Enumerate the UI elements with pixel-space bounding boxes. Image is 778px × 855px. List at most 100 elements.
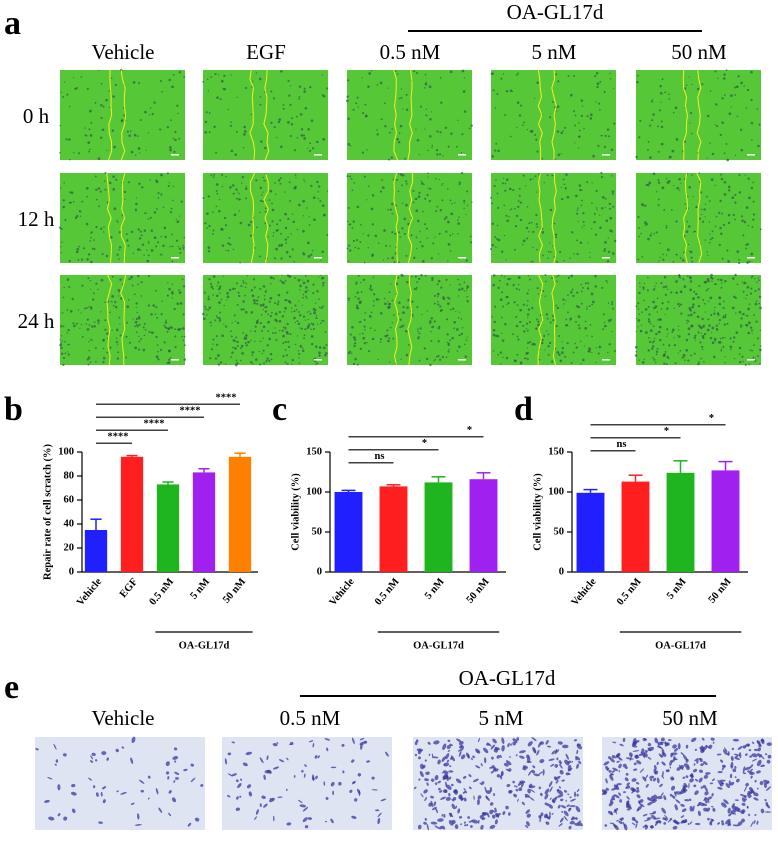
cell-dot bbox=[427, 237, 428, 238]
cell-dot bbox=[176, 240, 178, 242]
cell-dot bbox=[466, 290, 467, 291]
cell-dot bbox=[390, 209, 392, 211]
cell-dot bbox=[461, 152, 462, 153]
cell-dot bbox=[182, 327, 185, 330]
cell-dot bbox=[604, 241, 607, 244]
cell-dot bbox=[128, 134, 131, 137]
cell-dot bbox=[537, 287, 539, 289]
cell-dot bbox=[323, 95, 326, 98]
cell-dot bbox=[237, 192, 238, 193]
cell-dot bbox=[80, 216, 81, 217]
cell-dot bbox=[106, 255, 108, 257]
cell-dot bbox=[716, 125, 718, 127]
cell-dot bbox=[103, 339, 105, 341]
cell-dot bbox=[666, 225, 668, 227]
cell-dot bbox=[391, 256, 394, 259]
cell-dot bbox=[440, 77, 442, 79]
cell-dot bbox=[391, 203, 393, 205]
cell-dot bbox=[555, 73, 557, 75]
cell-dot bbox=[376, 298, 379, 301]
cell-dot bbox=[562, 341, 563, 342]
cell-dot bbox=[396, 283, 398, 285]
micrograph bbox=[491, 70, 616, 160]
cell-dot bbox=[149, 179, 151, 181]
cell-dot bbox=[709, 221, 710, 222]
cell-dot bbox=[279, 219, 281, 221]
cell-dot bbox=[462, 70, 465, 73]
cell-dot bbox=[384, 303, 387, 306]
cell-dot bbox=[637, 259, 639, 261]
cell-dot bbox=[278, 118, 281, 121]
cell-dot bbox=[81, 258, 83, 260]
cell-dot bbox=[534, 343, 536, 345]
cell-dot bbox=[143, 326, 145, 328]
cell-dot bbox=[141, 295, 143, 297]
cell-dot bbox=[492, 73, 494, 75]
cell-dot bbox=[687, 314, 689, 316]
cell-dot bbox=[278, 294, 281, 297]
cell-dot bbox=[402, 311, 405, 314]
cell-dot bbox=[234, 314, 236, 316]
cell-dot bbox=[356, 291, 358, 293]
cell-dot bbox=[364, 329, 366, 331]
cell-dot bbox=[495, 107, 497, 109]
cell-dot bbox=[679, 190, 680, 191]
cell-dot bbox=[315, 346, 318, 349]
cell-dot bbox=[707, 278, 710, 281]
cell-dot bbox=[536, 151, 538, 153]
cell-dot bbox=[229, 289, 231, 291]
cell-dot bbox=[204, 222, 206, 224]
cell-dot bbox=[523, 304, 525, 306]
cell-dot bbox=[309, 142, 311, 144]
cell-dot bbox=[269, 297, 272, 300]
cell-dot bbox=[354, 358, 357, 361]
cell-dot bbox=[717, 78, 718, 79]
cell-dot bbox=[64, 219, 66, 221]
cell-dot bbox=[95, 361, 97, 363]
cell-dot bbox=[689, 250, 691, 252]
cell-dot bbox=[588, 350, 591, 353]
cell-dot bbox=[656, 353, 658, 355]
cell-dot bbox=[728, 222, 730, 224]
cell-dot bbox=[576, 213, 578, 215]
cell-dot bbox=[709, 142, 711, 144]
cell-dot bbox=[720, 233, 723, 236]
cell-dot bbox=[378, 242, 380, 244]
cell-dot bbox=[63, 357, 65, 359]
cell-dot bbox=[356, 305, 358, 307]
cell-dot bbox=[352, 109, 354, 111]
cell-dot bbox=[173, 151, 175, 153]
cell-dot bbox=[494, 236, 496, 238]
cell-dot bbox=[561, 351, 564, 354]
cell-dot bbox=[206, 227, 208, 229]
cell-dot bbox=[114, 301, 116, 303]
cell-dot bbox=[658, 181, 660, 183]
cell-dot bbox=[421, 314, 422, 315]
cell-dot bbox=[563, 260, 565, 262]
cell-dot bbox=[642, 286, 644, 288]
micrograph bbox=[413, 736, 584, 830]
cell-dot bbox=[79, 328, 80, 329]
cell-dot bbox=[267, 330, 269, 332]
cell-dot bbox=[555, 305, 557, 307]
cell-dot bbox=[71, 298, 73, 300]
cell-dot bbox=[719, 319, 721, 321]
cell-dot bbox=[528, 289, 529, 290]
cell-dot bbox=[642, 361, 645, 364]
cell-dot bbox=[565, 300, 566, 301]
cell-dot bbox=[119, 317, 121, 319]
cell-dot bbox=[726, 159, 729, 162]
cell-dot bbox=[348, 300, 349, 301]
cell-dot bbox=[640, 233, 642, 235]
cell-dot bbox=[694, 230, 696, 232]
cell-dot bbox=[586, 306, 587, 307]
cell-dot bbox=[749, 749, 752, 751]
cell-dot bbox=[139, 237, 141, 239]
cell-dot bbox=[759, 307, 762, 310]
cell-dot bbox=[595, 362, 596, 363]
cell-dot bbox=[136, 331, 138, 333]
cell-dot bbox=[420, 181, 421, 182]
cell-dot bbox=[607, 352, 608, 353]
cell-dot bbox=[676, 138, 679, 141]
cell-dot bbox=[751, 277, 752, 278]
